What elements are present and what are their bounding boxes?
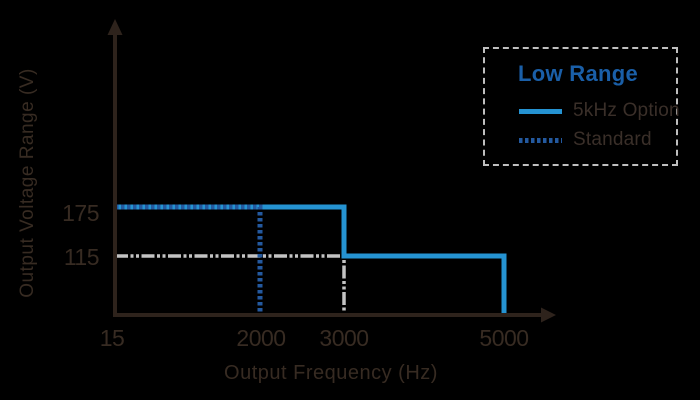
dashed-line-swatch-icon bbox=[519, 137, 562, 143]
x-axis-title: Output Frequency (Hz) bbox=[224, 362, 438, 384]
x-tick-15: 15 bbox=[100, 325, 125, 351]
x-tick-5000: 5000 bbox=[479, 325, 528, 351]
legend-item-5khz-option: 5kHz Option bbox=[519, 99, 680, 123]
series-standard-line bbox=[115, 204, 263, 315]
series-5khz-option-line bbox=[115, 204, 507, 315]
y-tick-175: 175 bbox=[62, 200, 99, 226]
y-axis-arrow-icon bbox=[107, 19, 123, 35]
y-tick-115: 115 bbox=[64, 244, 99, 270]
x-tick-2000: 2000 bbox=[236, 325, 285, 351]
legend-item-label: 5kHz Option bbox=[573, 100, 680, 121]
y-axis-title: Output Voltage Range (V) bbox=[17, 68, 38, 298]
legend-item-standard: Standard bbox=[519, 128, 652, 152]
legend-title: Low Range bbox=[518, 61, 639, 86]
legend-box: Low Range 5kHz Option Standard bbox=[483, 47, 680, 166]
solid-line-swatch-icon bbox=[519, 108, 562, 114]
legend-item-label: Standard bbox=[573, 129, 652, 150]
series-guide-line bbox=[115, 254, 346, 315]
x-tick-3000: 3000 bbox=[319, 325, 368, 351]
x-axis-arrow-icon bbox=[541, 307, 556, 323]
